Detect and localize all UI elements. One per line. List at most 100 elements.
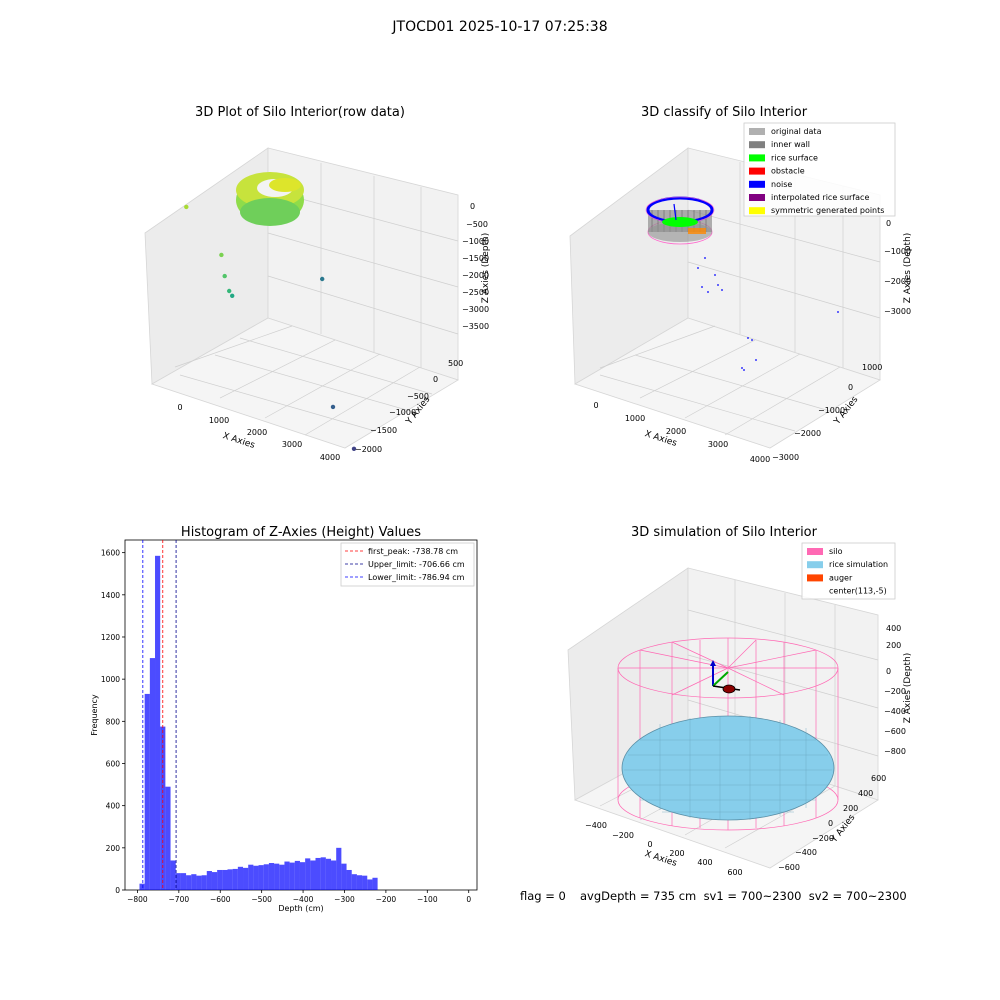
raw-z-tick: −1000 <box>462 237 489 246</box>
raw-z-label: Z Axies (Depth) <box>481 233 491 304</box>
simulation-legend-label: auger <box>829 573 853 582</box>
histogram-bar <box>274 863 280 890</box>
simulation-z-ticks: 400 200 0 −200 −400 −600 −800 <box>884 624 906 756</box>
histogram-bar <box>206 871 212 890</box>
histogram-bar <box>170 860 176 890</box>
classify-x-tick: 2000 <box>666 427 686 436</box>
classify-legend-label: symmetric generated points <box>771 206 884 215</box>
histogram-bar <box>362 875 368 890</box>
classify-legend-swatch <box>749 141 765 149</box>
classify-noise-point <box>721 289 723 291</box>
raw-z-tick: −2000 <box>462 271 489 280</box>
histogram-y-tick-label: 0 <box>115 886 120 895</box>
classify-z-ticks: 0 −1000 −2000 −3000 <box>884 219 911 316</box>
classify-y-tick: −1000 <box>818 406 845 415</box>
histogram-axes-frame <box>124 539 478 891</box>
simulation-x-tick: 400 <box>697 858 712 867</box>
histogram-bar <box>268 863 275 890</box>
raw-y-ticks: 500 0 −500 −1000 −1500 −2000 <box>355 359 463 454</box>
raw-data-3d-panel: 3D Plot of Silo Interior(row data) 0 100… <box>144 105 491 462</box>
histogram-bar <box>191 874 197 890</box>
histogram-bar <box>310 860 316 890</box>
simulation-y-tick: 400 <box>858 789 873 798</box>
classify-x-ticks: 0 1000 2000 3000 4000 <box>593 401 770 464</box>
classify-noise-point <box>717 284 719 286</box>
histogram-x-tick-label: 0 <box>466 895 471 904</box>
histogram-y-tick-label: 800 <box>106 717 121 726</box>
raw-silo-point-cloud <box>236 172 304 226</box>
histogram-bar <box>325 858 332 890</box>
simulation-legend-swatch <box>807 561 823 569</box>
simulation-x-tick: 200 <box>669 849 684 858</box>
figure-suptitle: JTOCD01 2025-10-17 07:25:38 <box>391 19 607 35</box>
raw-x-tick: 0 <box>177 403 182 412</box>
simulation-auger-marker <box>710 660 741 694</box>
classify-legend-frame <box>743 122 896 217</box>
classify-legend: original data inner wall rice surface obsta… <box>743 122 896 217</box>
simulation-legend-label: rice simulation <box>829 560 888 569</box>
histogram-legend-label: Lower_limit: -786.94 cm <box>368 573 465 582</box>
simulation-y-ticks: 600 400 200 0 −200 −400 −600 <box>778 774 886 872</box>
histogram-y-tick-label: 200 <box>106 844 121 853</box>
classify-floor-pane <box>574 317 881 449</box>
histogram-y-tick-label: 1400 <box>101 591 120 600</box>
raw-y-tick: −1000 <box>389 408 416 417</box>
simulation-z-tick: 400 <box>886 624 901 633</box>
classify-noise-point <box>707 291 709 293</box>
histogram-bar <box>155 555 161 890</box>
classify-legend-label: noise <box>771 180 792 189</box>
histogram-bar <box>232 868 238 890</box>
raw-y-tick: −500 <box>407 392 429 401</box>
histogram-x-tick-label: −800 <box>127 895 148 904</box>
raw-data-title: 3D Plot of Silo Interior(row data) <box>195 105 405 120</box>
classify-x-tick: 0 <box>593 401 598 410</box>
classify-legend-label: interpolated rice surface <box>771 193 869 202</box>
simulation-z-tick: −800 <box>884 747 906 756</box>
classify-z-label: Z Axies (Depth) <box>903 233 913 304</box>
histogram-x-tick-label: −200 <box>376 895 397 904</box>
simulation-z-label: Z Axies (Depth) <box>903 653 913 724</box>
histogram-x-tick-label: −300 <box>334 895 355 904</box>
histogram-bar <box>211 872 218 890</box>
histogram-bar <box>160 726 166 890</box>
simulation-legend-swatch <box>807 548 823 555</box>
simulation-title: 3D simulation of Silo Interior <box>631 525 818 540</box>
classify-noise-points <box>697 257 839 371</box>
histogram-bar <box>367 879 373 890</box>
raw-x-tick: 1000 <box>209 416 229 425</box>
classify-z-tick: 0 <box>886 219 891 228</box>
histogram-bar <box>341 863 347 890</box>
classify-legend-swatch <box>749 207 765 215</box>
raw-x-ticks: 0 1000 2000 3000 4000 <box>177 403 340 462</box>
classify-z-tick: −1000 <box>884 247 911 256</box>
simulation-x-ticks: −400 −200 0 200 400 600 <box>585 821 743 877</box>
simulation-x-tick: 0 <box>647 840 652 849</box>
histogram-legend-label: Upper_limit: -706.66 cm <box>368 560 465 569</box>
simulation-y-tick: −400 <box>795 848 817 857</box>
simulation-z-tick: 200 <box>886 641 901 650</box>
raw-y-tick: −1500 <box>370 426 397 435</box>
histogram-x-ticks: −800 −700 −600 −500 −400 −300 −200 −100 0 <box>127 890 471 904</box>
histogram-bars <box>139 555 378 890</box>
raw-gridlines <box>174 163 459 436</box>
simulation-z-tick: 0 <box>886 667 891 676</box>
raw-x-tick: 2000 <box>247 428 267 437</box>
histogram-legend-frame <box>340 542 475 587</box>
raw-y-tick: −2000 <box>355 445 382 454</box>
histogram-bar <box>346 869 352 890</box>
histogram-bar <box>294 860 300 890</box>
histogram-y-label: Frequency <box>90 694 99 736</box>
raw-z-ticks: 0 −500 −1000 −1500 −2000 −2500 −3000 −35… <box>462 202 489 331</box>
raw-z-tick: −3500 <box>462 322 489 331</box>
classify-y-tick: 0 <box>848 383 853 392</box>
raw-scatter-points <box>184 204 357 451</box>
classify-legend-swatch <box>749 128 765 135</box>
histogram-bar <box>305 858 311 890</box>
raw-y-tick: 500 <box>448 359 463 368</box>
histogram-bar <box>279 864 285 890</box>
histogram-bar <box>196 875 202 890</box>
classify-noise-point <box>837 311 839 313</box>
histogram-bar <box>243 867 249 890</box>
footer-flag: flag = 0 <box>520 889 566 903</box>
raw-z-tick: −2500 <box>462 288 489 297</box>
